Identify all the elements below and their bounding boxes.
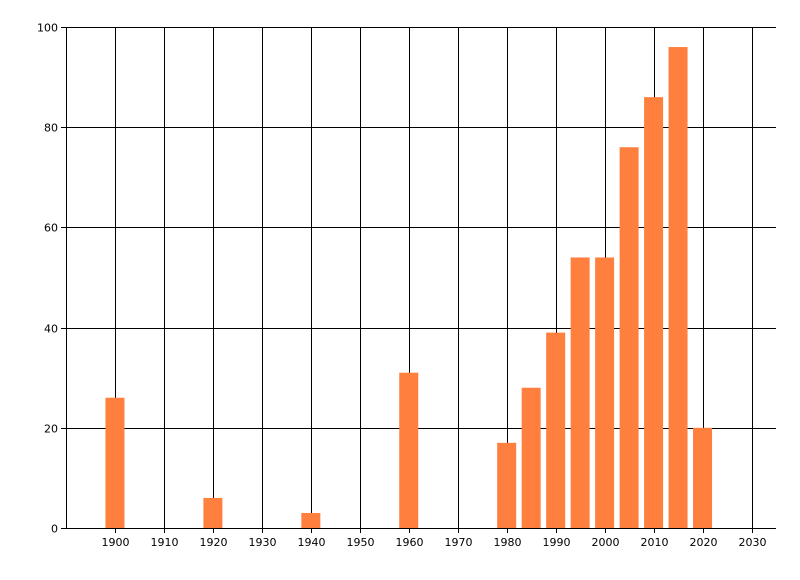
y-tick-label: 0 xyxy=(51,523,58,536)
bar-2000-8 xyxy=(595,257,615,528)
bar-1960-3 xyxy=(399,372,419,528)
bar-1995-7 xyxy=(570,257,590,528)
axes-layer xyxy=(66,27,776,529)
x-tick-label: 1970 xyxy=(445,536,473,549)
bar-1990-6 xyxy=(546,332,566,528)
x-tick-label: 1960 xyxy=(396,536,424,549)
bar-1980-4 xyxy=(497,442,517,528)
y-tick-label: 40 xyxy=(44,323,58,336)
bar-1985-5 xyxy=(521,387,541,528)
bars-layer xyxy=(105,47,713,529)
y-tick-label: 20 xyxy=(44,423,58,436)
x-tick-label: 1930 xyxy=(249,536,277,549)
x-tick-label: 2010 xyxy=(641,536,669,549)
y-tick-label: 100 xyxy=(37,22,58,35)
x-tick-label: 1920 xyxy=(200,536,228,549)
x-tick-label: 2030 xyxy=(739,536,767,549)
x-tick-label: 1980 xyxy=(494,536,522,549)
tick-labels-layer: 1900 1910 1920 1930 1940 1950 1960 1970 1980 1990… xyxy=(37,22,767,550)
bar-1920-1 xyxy=(203,497,223,528)
y-tick-label: 80 xyxy=(44,122,58,135)
x-tick-label: 2020 xyxy=(690,536,718,549)
bar-2005-9 xyxy=(619,147,639,529)
x-tick-label: 1910 xyxy=(151,536,179,549)
y-tick-label: 60 xyxy=(44,222,58,235)
bar-2020-12 xyxy=(693,427,713,528)
bar-2015-11 xyxy=(668,47,688,528)
x-tick-label: 1950 xyxy=(347,536,375,549)
x-tick-label: 2000 xyxy=(592,536,620,549)
bar-1900-0 xyxy=(105,397,125,528)
x-tick-label: 1900 xyxy=(102,536,130,549)
x-tick-label: 1940 xyxy=(298,536,326,549)
bar-1940-2 xyxy=(301,512,321,528)
bar-2010-10 xyxy=(644,97,664,528)
x-tick-label: 1990 xyxy=(543,536,571,549)
